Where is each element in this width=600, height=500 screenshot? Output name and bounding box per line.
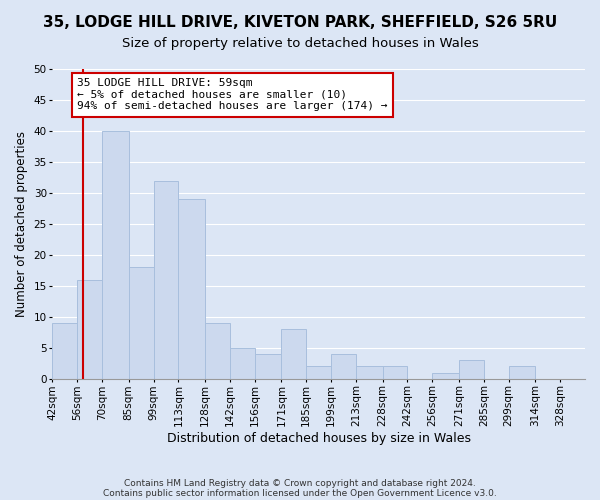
- Bar: [509, 366, 535, 379]
- Bar: [331, 354, 356, 379]
- Bar: [205, 323, 230, 379]
- X-axis label: Distribution of detached houses by size in Wales: Distribution of detached houses by size …: [167, 432, 470, 445]
- Text: Contains public sector information licensed under the Open Government Licence v3: Contains public sector information licen…: [103, 488, 497, 498]
- Bar: [281, 329, 306, 379]
- Bar: [383, 366, 407, 379]
- Bar: [230, 348, 255, 379]
- Text: 35 LODGE HILL DRIVE: 59sqm
← 5% of detached houses are smaller (10)
94% of semi-: 35 LODGE HILL DRIVE: 59sqm ← 5% of detac…: [77, 78, 388, 112]
- Bar: [52, 323, 77, 379]
- Bar: [77, 280, 102, 379]
- Text: Size of property relative to detached houses in Wales: Size of property relative to detached ho…: [122, 38, 478, 51]
- Text: 35, LODGE HILL DRIVE, KIVETON PARK, SHEFFIELD, S26 5RU: 35, LODGE HILL DRIVE, KIVETON PARK, SHEF…: [43, 15, 557, 30]
- Bar: [459, 360, 484, 379]
- Bar: [306, 366, 331, 379]
- Bar: [178, 199, 205, 379]
- Text: Contains HM Land Registry data © Crown copyright and database right 2024.: Contains HM Land Registry data © Crown c…: [124, 478, 476, 488]
- Bar: [154, 180, 178, 379]
- Y-axis label: Number of detached properties: Number of detached properties: [15, 131, 28, 317]
- Bar: [433, 372, 459, 379]
- Bar: [356, 366, 383, 379]
- Bar: [129, 267, 154, 379]
- Bar: [255, 354, 281, 379]
- Bar: [102, 131, 129, 379]
